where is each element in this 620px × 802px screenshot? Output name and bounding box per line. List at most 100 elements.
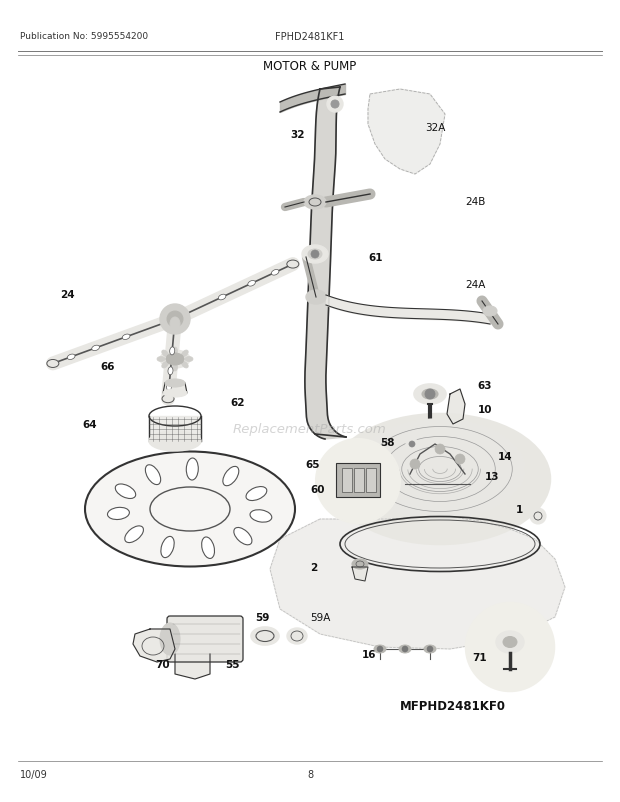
FancyBboxPatch shape — [342, 468, 352, 492]
Polygon shape — [163, 383, 187, 394]
Ellipse shape — [162, 362, 169, 369]
Text: MFPHD2481KF0: MFPHD2481KF0 — [400, 699, 506, 712]
Ellipse shape — [182, 362, 188, 369]
Ellipse shape — [162, 395, 174, 403]
Ellipse shape — [374, 645, 386, 653]
Ellipse shape — [163, 390, 187, 398]
Ellipse shape — [160, 623, 180, 655]
Text: 32: 32 — [290, 130, 304, 140]
Text: 60: 60 — [310, 484, 324, 494]
Ellipse shape — [304, 196, 326, 210]
Text: 71: 71 — [472, 652, 487, 662]
Ellipse shape — [202, 537, 215, 559]
FancyBboxPatch shape — [354, 468, 364, 492]
Ellipse shape — [503, 637, 517, 648]
Ellipse shape — [399, 645, 411, 653]
Text: 62: 62 — [230, 398, 244, 407]
Ellipse shape — [122, 334, 130, 340]
Polygon shape — [352, 567, 368, 581]
Ellipse shape — [496, 631, 524, 653]
Ellipse shape — [149, 431, 201, 452]
Ellipse shape — [47, 360, 59, 368]
Polygon shape — [447, 390, 465, 424]
Ellipse shape — [234, 528, 252, 545]
Ellipse shape — [306, 290, 326, 305]
Ellipse shape — [248, 282, 255, 287]
Ellipse shape — [166, 354, 184, 366]
Ellipse shape — [223, 467, 239, 486]
Circle shape — [402, 646, 408, 652]
Ellipse shape — [160, 350, 190, 369]
Text: 64: 64 — [82, 419, 97, 429]
Text: 10/09: 10/09 — [20, 769, 48, 779]
Ellipse shape — [308, 249, 322, 260]
Circle shape — [160, 305, 190, 334]
Ellipse shape — [92, 346, 99, 351]
Text: 10: 10 — [478, 404, 492, 415]
Ellipse shape — [424, 645, 436, 653]
Text: 32A: 32A — [425, 123, 445, 133]
Polygon shape — [133, 630, 175, 662]
Ellipse shape — [218, 295, 226, 301]
Ellipse shape — [287, 261, 299, 269]
Text: 24A: 24A — [465, 280, 485, 290]
FancyBboxPatch shape — [167, 616, 243, 662]
Ellipse shape — [414, 384, 446, 404]
Text: 66: 66 — [100, 362, 115, 371]
Text: 55: 55 — [225, 659, 239, 669]
Text: 16: 16 — [362, 649, 376, 659]
Text: 58: 58 — [380, 437, 394, 448]
Text: 24: 24 — [60, 290, 74, 300]
Ellipse shape — [272, 270, 279, 276]
Text: Publication No: 5995554200: Publication No: 5995554200 — [20, 32, 148, 41]
Text: 61: 61 — [368, 253, 383, 263]
Text: FPHD2481KF1: FPHD2481KF1 — [275, 32, 345, 42]
Polygon shape — [368, 90, 445, 175]
Ellipse shape — [162, 350, 169, 357]
Text: MOTOR & PUMP: MOTOR & PUMP — [264, 60, 356, 73]
Ellipse shape — [182, 350, 188, 357]
Text: 70: 70 — [155, 659, 170, 669]
Polygon shape — [305, 88, 346, 439]
Circle shape — [466, 603, 554, 691]
Circle shape — [327, 97, 343, 113]
Circle shape — [427, 646, 433, 652]
Circle shape — [311, 251, 319, 259]
Ellipse shape — [172, 363, 177, 371]
Circle shape — [530, 508, 546, 525]
Circle shape — [377, 646, 383, 652]
Text: 13: 13 — [485, 472, 500, 481]
Circle shape — [455, 455, 465, 464]
Ellipse shape — [172, 347, 177, 355]
Ellipse shape — [145, 465, 161, 485]
Text: 2: 2 — [310, 562, 317, 573]
Circle shape — [410, 460, 420, 469]
FancyBboxPatch shape — [366, 468, 376, 492]
Ellipse shape — [250, 510, 272, 523]
Polygon shape — [270, 517, 565, 649]
Ellipse shape — [161, 537, 174, 558]
Ellipse shape — [115, 484, 136, 499]
FancyBboxPatch shape — [336, 464, 380, 497]
Text: ReplacementParts.com: ReplacementParts.com — [233, 423, 387, 436]
Text: 65: 65 — [305, 460, 319, 469]
Text: 59: 59 — [255, 612, 269, 622]
Text: 63: 63 — [477, 380, 492, 391]
Circle shape — [435, 444, 445, 455]
Ellipse shape — [251, 627, 279, 645]
Ellipse shape — [302, 245, 328, 264]
Text: 14: 14 — [498, 452, 513, 461]
Ellipse shape — [170, 318, 180, 331]
Ellipse shape — [330, 415, 550, 545]
Ellipse shape — [165, 379, 185, 387]
Ellipse shape — [157, 357, 165, 362]
Ellipse shape — [125, 526, 143, 543]
Circle shape — [425, 390, 435, 399]
Ellipse shape — [168, 367, 173, 375]
Ellipse shape — [422, 390, 438, 399]
Ellipse shape — [352, 559, 368, 569]
Ellipse shape — [68, 354, 75, 360]
Ellipse shape — [185, 357, 193, 362]
Ellipse shape — [167, 383, 172, 391]
Text: 1: 1 — [516, 504, 523, 514]
